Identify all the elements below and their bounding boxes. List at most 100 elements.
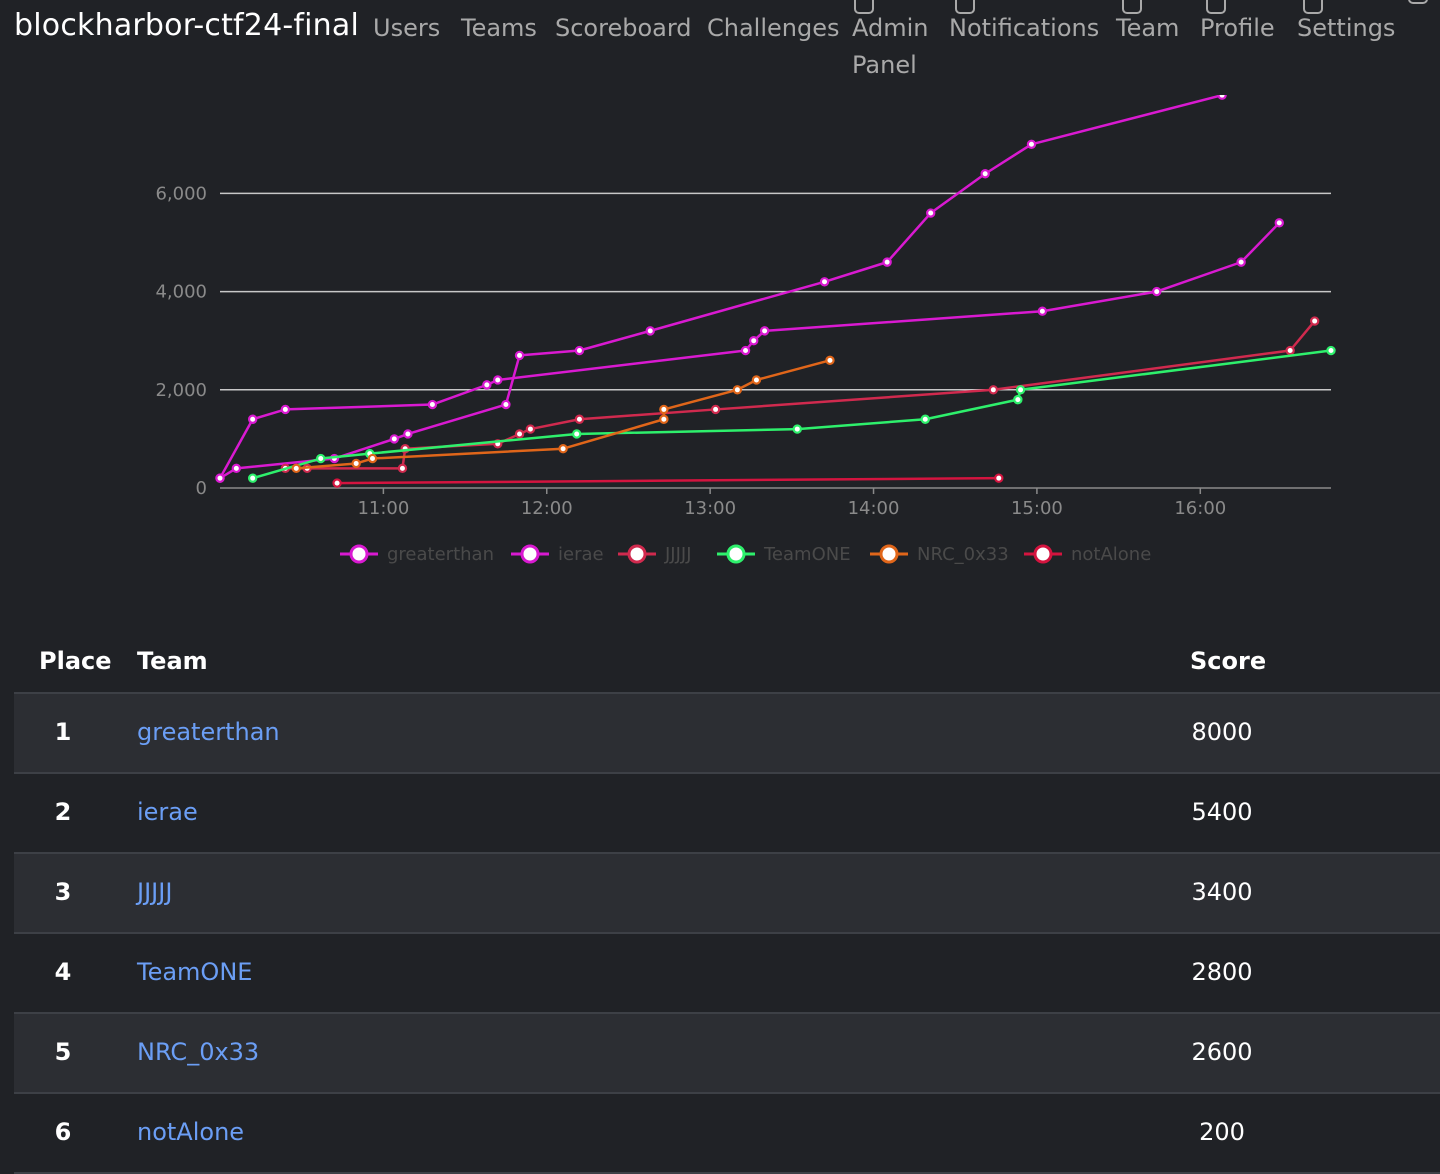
- nav-admin-panel[interactable]: Admin Panel: [852, 0, 929, 84]
- y-tick-label: 6,000: [155, 183, 207, 204]
- place-cell: 3: [54, 878, 72, 906]
- data-point: [819, 277, 830, 287]
- series-ierae: [215, 218, 1284, 483]
- legend-label: ierae: [558, 544, 604, 565]
- y-tick-label: 4,000: [155, 282, 207, 303]
- scoreboard-table: Place Team Score 1 greaterthan 8000 2 ie…: [14, 632, 1440, 1174]
- data-point: [980, 169, 990, 179]
- data-point: [759, 326, 770, 336]
- data-point: [247, 414, 258, 424]
- data-point: [316, 453, 326, 464]
- legend-item-TeamONE[interactable]: TeamONE: [717, 544, 851, 565]
- nav-settings[interactable]: Settings: [1297, 0, 1395, 47]
- place-cell: 6: [54, 1118, 72, 1146]
- legend-label: JJJJJ: [664, 544, 692, 565]
- data-point: [749, 335, 759, 346]
- chart-legend[interactable]: greaterthan ierae JJJJJ TeamONE NRC_0x33 notA…: [340, 544, 1151, 565]
- nav-challenges[interactable]: Challenges: [707, 14, 840, 42]
- data-point: [558, 444, 568, 454]
- nav-team[interactable]: Team: [1116, 0, 1179, 47]
- place-cell: 4: [54, 958, 72, 986]
- data-point: [525, 424, 536, 434]
- data-point: [280, 404, 291, 415]
- series-TeamONE: [247, 345, 1336, 483]
- table-row: 3 JJJJJ 3400: [14, 854, 1440, 934]
- chart-axes: 0 2,000 4,000 6,000 11:00 12:00 13:00 14:00 15:0…: [155, 183, 1331, 519]
- data-point: [792, 424, 802, 434]
- x-tick-label: 15:00: [1011, 498, 1063, 519]
- data-point: [920, 414, 930, 424]
- nav-profile-label: Profile: [1200, 14, 1275, 42]
- team-link[interactable]: greaterthan: [137, 718, 280, 746]
- data-point: [645, 326, 655, 336]
- data-point: [1326, 345, 1336, 356]
- bell-icon: [955, 0, 975, 14]
- table-row: 6 notAlone 200: [14, 1094, 1440, 1174]
- score-cell: 200: [1199, 1118, 1245, 1146]
- place-cell: 1: [54, 718, 72, 746]
- team-link[interactable]: JJJJJ: [137, 878, 173, 906]
- score-cell: 3400: [1191, 878, 1253, 906]
- nav-teams[interactable]: Teams: [461, 14, 537, 42]
- data-point: [1152, 286, 1162, 297]
- data-point: [403, 429, 413, 439]
- data-point: [882, 257, 892, 267]
- table-row: 2 ierae 5400: [14, 774, 1440, 854]
- data-point: [572, 429, 582, 439]
- legend-item-notAlone[interactable]: notAlone: [1024, 544, 1151, 565]
- data-point: [1037, 306, 1048, 316]
- users-icon: [1122, 0, 1142, 14]
- series-NRC_0x33: [291, 355, 835, 474]
- data-point: [825, 355, 835, 366]
- data-point: [1026, 139, 1037, 149]
- legend-swatch-marker: [627, 544, 647, 564]
- data-point: [926, 208, 936, 218]
- chart-series: [215, 95, 1336, 488]
- data-point: [482, 380, 492, 390]
- data-point: [332, 478, 342, 488]
- legend-item-JJJJJ[interactable]: JJJJJ: [618, 544, 692, 565]
- table-row: 4 TeamONE 2800: [14, 934, 1440, 1014]
- data-point: [659, 404, 669, 415]
- nav-notifications-label: Notifications: [949, 14, 1100, 42]
- chart-grid: [220, 192, 1331, 391]
- y-tick-label: 0: [196, 478, 207, 499]
- data-point: [710, 404, 721, 415]
- nav-scoreboard[interactable]: Scoreboard: [555, 14, 692, 42]
- table-header: Place Team Score: [14, 632, 1440, 694]
- legend-label: greaterthan: [387, 544, 494, 565]
- legend-swatch-marker: [879, 544, 899, 564]
- wrench-icon: [854, 0, 874, 14]
- team-link[interactable]: TeamONE: [137, 958, 253, 986]
- series-line: [285, 320, 1316, 470]
- legend-item-greaterthan[interactable]: greaterthan: [340, 544, 494, 565]
- data-point: [493, 375, 503, 385]
- logout-icon[interactable]: [1408, 0, 1428, 4]
- data-point: [740, 345, 751, 356]
- series-line: [219, 95, 1223, 480]
- site-brand[interactable]: blockharbor-ctf24-final: [14, 8, 360, 43]
- data-point: [351, 458, 361, 469]
- team-link[interactable]: ierae: [137, 798, 198, 826]
- legend-item-NRC_0x33[interactable]: NRC_0x33: [870, 544, 1009, 565]
- nav-profile[interactable]: Profile: [1200, 0, 1275, 47]
- data-point: [291, 463, 301, 474]
- header-place: Place: [39, 647, 112, 675]
- legend-item-ierae[interactable]: ierae: [511, 544, 604, 565]
- team-link[interactable]: notAlone: [137, 1118, 245, 1146]
- gear-icon: [1303, 0, 1323, 14]
- data-point: [367, 453, 378, 464]
- score-cell: 5400: [1191, 798, 1253, 826]
- team-link[interactable]: NRC_0x33: [137, 1038, 260, 1066]
- score-cell: 2800: [1191, 958, 1253, 986]
- nav-notifications[interactable]: Notifications: [949, 0, 1100, 47]
- data-point: [751, 375, 762, 385]
- score-graph-svg: 0 2,000 4,000 6,000 11:00 12:00 13:00 14:00 15:0…: [155, 95, 1336, 565]
- nav-users[interactable]: Users: [373, 14, 441, 42]
- table-row: 1 greaterthan 8000: [14, 694, 1440, 774]
- data-point: [574, 345, 585, 356]
- legend-swatch-marker: [520, 544, 540, 564]
- legend-swatch-marker: [726, 544, 746, 564]
- data-point: [389, 434, 399, 444]
- nav-admin-label-line2: Panel: [852, 51, 917, 79]
